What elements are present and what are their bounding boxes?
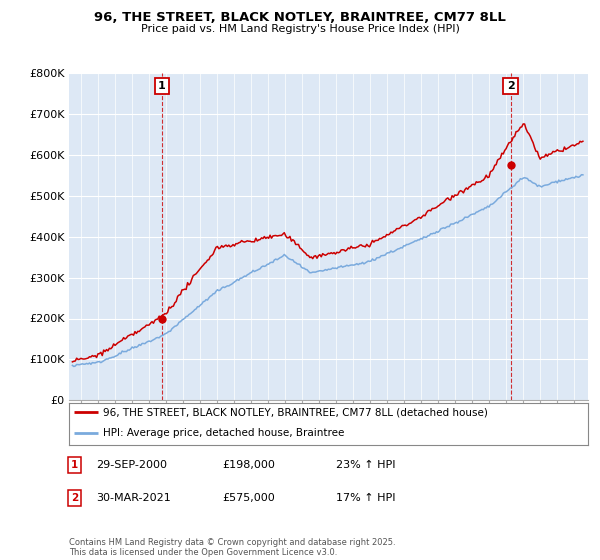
Text: £575,000: £575,000 xyxy=(222,493,275,503)
Text: Price paid vs. HM Land Registry's House Price Index (HPI): Price paid vs. HM Land Registry's House … xyxy=(140,24,460,34)
Text: 2: 2 xyxy=(507,81,514,91)
Text: 1: 1 xyxy=(71,460,78,470)
Text: HPI: Average price, detached house, Braintree: HPI: Average price, detached house, Brai… xyxy=(103,428,344,438)
Text: 23% ↑ HPI: 23% ↑ HPI xyxy=(336,460,395,470)
Text: 17% ↑ HPI: 17% ↑ HPI xyxy=(336,493,395,503)
Text: 30-MAR-2021: 30-MAR-2021 xyxy=(96,493,171,503)
Text: 2: 2 xyxy=(71,493,78,503)
Text: £198,000: £198,000 xyxy=(222,460,275,470)
Text: Contains HM Land Registry data © Crown copyright and database right 2025.
This d: Contains HM Land Registry data © Crown c… xyxy=(69,538,395,557)
Text: 29-SEP-2000: 29-SEP-2000 xyxy=(96,460,167,470)
Text: 1: 1 xyxy=(158,81,166,91)
Text: 96, THE STREET, BLACK NOTLEY, BRAINTREE, CM77 8LL: 96, THE STREET, BLACK NOTLEY, BRAINTREE,… xyxy=(94,11,506,24)
Text: 96, THE STREET, BLACK NOTLEY, BRAINTREE, CM77 8LL (detached house): 96, THE STREET, BLACK NOTLEY, BRAINTREE,… xyxy=(103,408,488,417)
